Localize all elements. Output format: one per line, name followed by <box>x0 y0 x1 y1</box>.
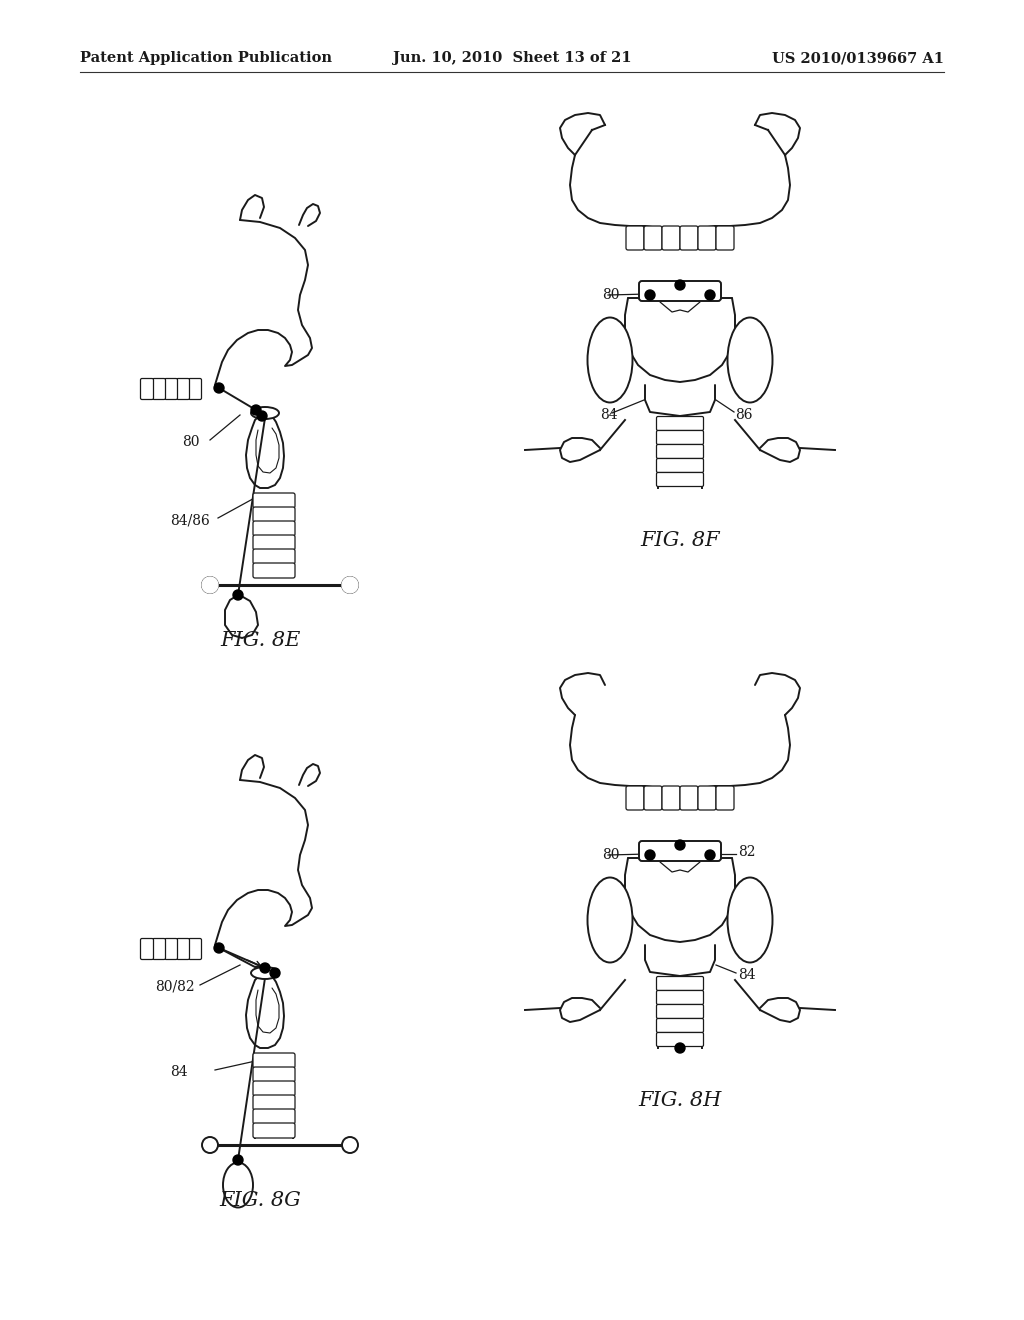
Circle shape <box>202 577 218 593</box>
Circle shape <box>675 840 685 850</box>
Ellipse shape <box>588 318 633 403</box>
Circle shape <box>202 1137 218 1152</box>
Text: 84: 84 <box>600 408 617 422</box>
Circle shape <box>270 968 280 978</box>
Circle shape <box>675 1043 685 1053</box>
FancyBboxPatch shape <box>253 521 295 536</box>
Circle shape <box>202 577 218 593</box>
Text: 80: 80 <box>602 288 620 302</box>
Circle shape <box>342 577 358 593</box>
FancyBboxPatch shape <box>176 379 189 400</box>
FancyBboxPatch shape <box>188 939 202 960</box>
Text: 86: 86 <box>735 408 753 422</box>
FancyBboxPatch shape <box>253 492 295 508</box>
Text: Jun. 10, 2010  Sheet 13 of 21: Jun. 10, 2010 Sheet 13 of 21 <box>392 51 632 65</box>
Circle shape <box>260 964 270 973</box>
FancyBboxPatch shape <box>698 785 716 810</box>
FancyBboxPatch shape <box>153 379 166 400</box>
FancyBboxPatch shape <box>716 785 734 810</box>
FancyBboxPatch shape <box>680 226 698 249</box>
FancyBboxPatch shape <box>253 1053 295 1068</box>
Circle shape <box>342 577 358 593</box>
Polygon shape <box>225 595 258 638</box>
Text: 80: 80 <box>602 847 620 862</box>
Polygon shape <box>246 414 284 488</box>
Ellipse shape <box>223 1163 253 1208</box>
Text: 84/86: 84/86 <box>170 513 210 527</box>
FancyBboxPatch shape <box>639 841 721 861</box>
FancyBboxPatch shape <box>656 430 703 445</box>
FancyBboxPatch shape <box>662 226 680 249</box>
Circle shape <box>705 290 715 300</box>
Ellipse shape <box>588 878 633 962</box>
FancyBboxPatch shape <box>698 226 716 249</box>
Circle shape <box>705 850 715 861</box>
Circle shape <box>233 1155 243 1166</box>
FancyBboxPatch shape <box>253 1109 295 1125</box>
FancyBboxPatch shape <box>662 785 680 810</box>
Circle shape <box>214 383 224 393</box>
FancyBboxPatch shape <box>253 1096 295 1110</box>
FancyBboxPatch shape <box>656 1019 703 1032</box>
Circle shape <box>645 290 655 300</box>
Ellipse shape <box>727 878 772 962</box>
FancyBboxPatch shape <box>626 226 644 249</box>
FancyBboxPatch shape <box>253 1067 295 1082</box>
FancyBboxPatch shape <box>253 1081 295 1096</box>
FancyBboxPatch shape <box>140 379 154 400</box>
Ellipse shape <box>727 318 772 403</box>
Circle shape <box>214 942 224 953</box>
FancyBboxPatch shape <box>656 1032 703 1047</box>
FancyBboxPatch shape <box>626 785 644 810</box>
Circle shape <box>645 850 655 861</box>
Polygon shape <box>625 858 735 942</box>
FancyBboxPatch shape <box>656 1005 703 1019</box>
Circle shape <box>257 411 267 421</box>
FancyBboxPatch shape <box>656 417 703 430</box>
Circle shape <box>251 405 261 414</box>
FancyBboxPatch shape <box>639 281 721 301</box>
FancyBboxPatch shape <box>644 226 662 249</box>
Text: FIG. 8H: FIG. 8H <box>638 1090 722 1110</box>
FancyBboxPatch shape <box>253 535 295 550</box>
FancyBboxPatch shape <box>656 445 703 458</box>
FancyBboxPatch shape <box>176 939 189 960</box>
Text: 80: 80 <box>182 436 200 449</box>
Text: Patent Application Publication: Patent Application Publication <box>80 51 332 65</box>
FancyBboxPatch shape <box>656 977 703 990</box>
Text: 80/82: 80/82 <box>155 979 195 994</box>
FancyBboxPatch shape <box>253 549 295 564</box>
FancyBboxPatch shape <box>253 507 295 521</box>
FancyBboxPatch shape <box>680 785 698 810</box>
FancyBboxPatch shape <box>716 226 734 249</box>
Text: 84: 84 <box>738 968 756 982</box>
FancyBboxPatch shape <box>140 939 154 960</box>
FancyBboxPatch shape <box>656 473 703 487</box>
Circle shape <box>675 280 685 290</box>
Text: 82: 82 <box>738 845 756 859</box>
FancyBboxPatch shape <box>656 990 703 1005</box>
Text: FIG. 8E: FIG. 8E <box>220 631 300 649</box>
Ellipse shape <box>251 407 279 418</box>
Text: FIG. 8F: FIG. 8F <box>640 531 720 549</box>
Text: US 2010/0139667 A1: US 2010/0139667 A1 <box>772 51 944 65</box>
Circle shape <box>233 590 243 601</box>
Text: FIG. 8G: FIG. 8G <box>219 1191 301 1209</box>
Polygon shape <box>625 298 735 381</box>
FancyBboxPatch shape <box>253 1123 295 1138</box>
Ellipse shape <box>251 968 279 979</box>
FancyBboxPatch shape <box>656 458 703 473</box>
FancyBboxPatch shape <box>253 564 295 578</box>
FancyBboxPatch shape <box>165 379 177 400</box>
Text: 84: 84 <box>170 1065 187 1078</box>
Circle shape <box>342 1137 358 1152</box>
FancyBboxPatch shape <box>644 785 662 810</box>
FancyBboxPatch shape <box>153 939 166 960</box>
FancyBboxPatch shape <box>165 939 177 960</box>
FancyBboxPatch shape <box>188 379 202 400</box>
Polygon shape <box>246 974 284 1048</box>
